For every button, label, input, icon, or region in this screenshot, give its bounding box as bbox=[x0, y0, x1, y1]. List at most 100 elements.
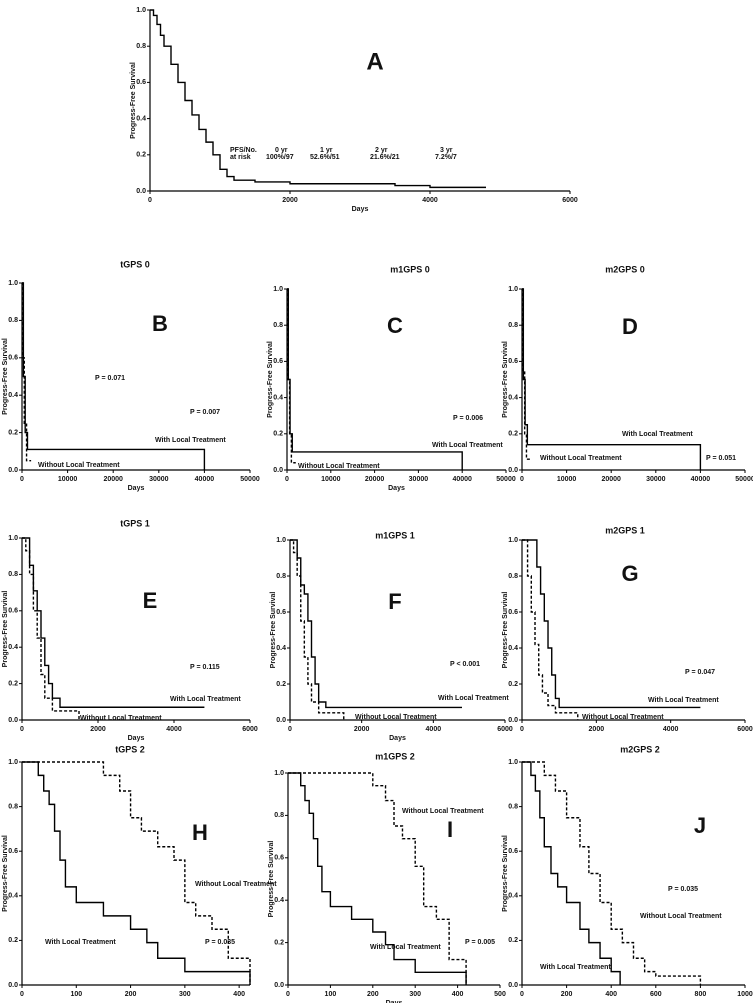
x-tick-label: 30000 bbox=[149, 476, 169, 483]
x-axis-label: Days bbox=[389, 735, 406, 742]
x-tick-label: 40000 bbox=[691, 476, 711, 483]
y-tick-label: 0.6 bbox=[508, 358, 518, 365]
survival-curve bbox=[22, 761, 251, 985]
survival-curve bbox=[522, 539, 579, 720]
annotation: P = 0.115 bbox=[190, 664, 220, 671]
legend-label: With Local Treatment bbox=[370, 944, 441, 951]
y-tick-label: 1.0 bbox=[8, 759, 18, 766]
x-tick-label: 200 bbox=[367, 991, 379, 998]
x-tick-label: 40000 bbox=[195, 476, 215, 483]
legend-label: With Local Treatment bbox=[432, 442, 503, 449]
y-axis-label: Progress-Free Survival bbox=[268, 841, 275, 918]
legend-label: Without Local Treatment bbox=[540, 455, 622, 462]
x-tick-label: 300 bbox=[409, 991, 421, 998]
y-axis-label: Progress-Free Survival bbox=[502, 341, 509, 418]
legend-label: With Local Treatment bbox=[45, 939, 116, 946]
annotation: P = 0.035 bbox=[668, 886, 698, 893]
panel-label: D bbox=[622, 314, 638, 339]
legend-label: With Local Treatment bbox=[648, 697, 719, 704]
y-axis-label: Progress-Free Survival bbox=[270, 592, 277, 669]
x-tick-label: 400 bbox=[233, 991, 245, 998]
annotation: P = 0.035 bbox=[205, 939, 235, 946]
x-tick-label: 2000 bbox=[282, 197, 298, 204]
x-tick-label: 40000 bbox=[452, 476, 472, 483]
legend-label: With Local Treatment bbox=[170, 696, 241, 703]
x-tick-label: 20000 bbox=[601, 476, 621, 483]
x-tick-label: 50000 bbox=[735, 476, 753, 483]
x-tick-label: 50000 bbox=[496, 476, 516, 483]
x-axis-label: Days bbox=[128, 735, 145, 742]
y-tick-label: 1.0 bbox=[508, 759, 518, 766]
x-tick-label: 4000 bbox=[426, 726, 442, 733]
y-tick-label: 0.0 bbox=[273, 467, 283, 474]
survival-curve bbox=[150, 9, 486, 189]
x-tick-label: 400 bbox=[605, 991, 617, 998]
y-tick-label: 0.6 bbox=[136, 79, 146, 86]
x-tick-label: 600 bbox=[650, 991, 662, 998]
annotation: P < 0.001 bbox=[450, 661, 480, 668]
survival-curve bbox=[22, 537, 205, 708]
y-tick-label: 0.0 bbox=[8, 467, 18, 474]
annotation: at risk bbox=[230, 154, 251, 161]
y-tick-label: 0.8 bbox=[508, 803, 518, 810]
x-tick-label: 4000 bbox=[422, 197, 438, 204]
x-tick-label: 4000 bbox=[166, 726, 182, 733]
y-tick-label: 0.0 bbox=[8, 982, 18, 989]
y-axis-label: Progress-Free Survival bbox=[130, 62, 137, 139]
y-tick-label: 0.4 bbox=[8, 392, 18, 399]
panel-label: B bbox=[152, 311, 168, 336]
survival-curve bbox=[22, 537, 80, 720]
chart-title: m2GPS 2 bbox=[620, 744, 660, 754]
y-tick-label: 0.6 bbox=[274, 855, 284, 862]
y-tick-label: 0.4 bbox=[508, 645, 518, 652]
panel-label: F bbox=[388, 589, 401, 614]
panel-label: E bbox=[143, 588, 158, 613]
annotation: 52.6%/51 bbox=[310, 154, 340, 161]
annotation: 1 yr bbox=[320, 147, 333, 154]
chart-title: tGPS 2 bbox=[115, 744, 145, 754]
y-tick-label: 1.0 bbox=[274, 770, 284, 777]
y-tick-label: 1.0 bbox=[508, 286, 518, 293]
y-tick-label: 0.6 bbox=[8, 848, 18, 855]
annotation: PFS/No. bbox=[230, 147, 257, 154]
y-tick-label: 1.0 bbox=[276, 537, 286, 544]
x-tick-label: 2000 bbox=[90, 726, 106, 733]
x-tick-label: 30000 bbox=[409, 476, 429, 483]
panel-label: C bbox=[387, 313, 403, 338]
y-tick-label: 1.0 bbox=[136, 7, 146, 14]
survival-curve bbox=[288, 772, 467, 985]
annotation: P = 0.051 bbox=[706, 455, 736, 462]
chart-title: m1GPS 1 bbox=[375, 530, 415, 540]
x-tick-label: 0 bbox=[286, 991, 290, 998]
annotation: 7.2%/7 bbox=[435, 154, 457, 161]
x-axis-label: Days bbox=[388, 485, 405, 492]
x-tick-label: 10000 bbox=[321, 476, 341, 483]
annotation: 2 yr bbox=[375, 147, 388, 154]
y-tick-label: 0.0 bbox=[274, 982, 284, 989]
x-tick-label: 30000 bbox=[646, 476, 666, 483]
y-tick-label: 0.2 bbox=[276, 681, 286, 688]
x-tick-label: 800 bbox=[695, 991, 707, 998]
y-axis-label: Progress-Free Survival bbox=[502, 592, 509, 669]
y-tick-label: 0.0 bbox=[508, 467, 518, 474]
survival-curve bbox=[22, 282, 32, 462]
y-axis-label: Progress-Free Survival bbox=[502, 835, 509, 912]
chart-title: tGPS 1 bbox=[120, 518, 150, 528]
x-axis-label: Days bbox=[386, 1000, 403, 1003]
chart-title: m1GPS 0 bbox=[390, 264, 430, 274]
y-tick-label: 0.4 bbox=[8, 893, 18, 900]
chart-title: tGPS 0 bbox=[120, 259, 150, 269]
survival-curve bbox=[290, 539, 345, 720]
x-tick-label: 0 bbox=[288, 726, 292, 733]
y-tick-label: 0.2 bbox=[8, 429, 18, 436]
x-tick-label: 6000 bbox=[242, 726, 258, 733]
annotation: 100%/97 bbox=[266, 154, 294, 161]
y-axis-label: Progress-Free Survival bbox=[2, 338, 9, 415]
y-tick-label: 0.4 bbox=[276, 645, 286, 652]
panel-label: G bbox=[621, 561, 638, 586]
x-tick-label: 0 bbox=[285, 476, 289, 483]
y-tick-label: 0.4 bbox=[136, 115, 146, 122]
y-tick-label: 0.8 bbox=[8, 571, 18, 578]
